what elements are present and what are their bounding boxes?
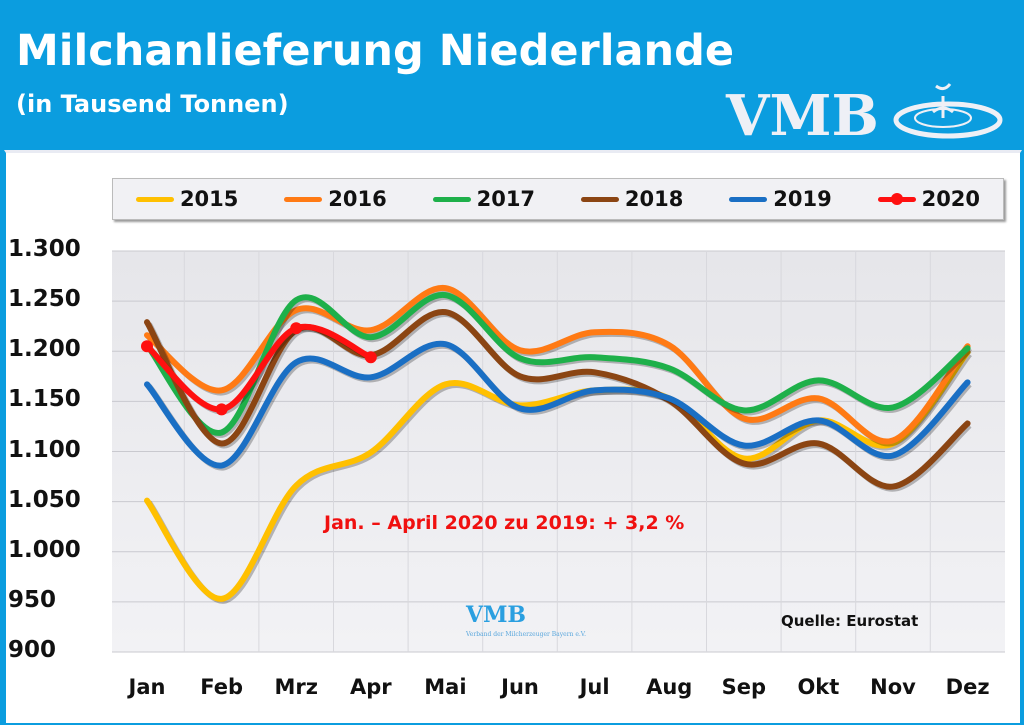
legend-item-2016: 2016 — [284, 187, 387, 211]
x-tick-label: Jun — [501, 675, 539, 699]
legend-label: 2018 — [624, 187, 684, 211]
x-tick-label: Feb — [200, 675, 243, 699]
y-tick-label: 1.150 — [8, 386, 81, 413]
legend-item-2018: 2018 — [580, 187, 684, 211]
series-line-2020 — [144, 323, 374, 413]
legend-label: 2017 — [476, 187, 536, 211]
x-tick-label: Dez — [945, 675, 990, 699]
x-tick-label: Jan — [128, 675, 166, 699]
legend: 2015 2016 2017 2018 2019 2020 — [112, 178, 1004, 220]
legend-item-2015: 2015 — [135, 187, 239, 211]
legend-swatch — [877, 192, 916, 205]
x-tick-label: Sep — [721, 675, 766, 699]
vmb-logo-icon — [893, 83, 1003, 139]
legend-label: 2016 — [328, 187, 387, 211]
watermark-logo: VMB — [466, 602, 527, 628]
legend-swatch — [284, 196, 323, 202]
legend-label: 2020 — [921, 187, 981, 211]
legend-label: 2019 — [773, 187, 832, 211]
data-point-2020 — [215, 403, 228, 416]
x-tick-label: Mai — [424, 675, 467, 699]
data-point-2020 — [141, 340, 153, 353]
source-label: Quelle: Eurostat — [781, 612, 919, 630]
chart-title: Milchanlieferung Niederlande — [16, 26, 735, 76]
x-tick-label: Apr — [349, 675, 392, 699]
x-tick-label: Nov — [870, 675, 916, 699]
legend-label: 2015 — [179, 187, 239, 211]
series-line-2019 — [144, 340, 971, 469]
x-tick-label: Mrz — [274, 675, 318, 699]
legend-item-2019: 2019 — [729, 187, 832, 211]
watermark-org: Verband der Milcherzeuger Bayern e.V. — [466, 631, 586, 638]
data-point-2020 — [364, 351, 377, 364]
x-tick-label: Jul — [579, 675, 610, 699]
y-tick-label: 1.300 — [8, 236, 81, 262]
legend-swatch — [580, 196, 619, 202]
legend-marker-icon — [890, 192, 903, 205]
vmb-logo: VMB — [726, 83, 879, 149]
legend-swatch — [729, 196, 768, 202]
x-tick-label: Aug — [646, 675, 693, 699]
header-banner: Milchanlieferung Niederlande (in Tausend… — [0, 0, 1024, 148]
legend-swatch — [135, 196, 174, 202]
legend-item-2017: 2017 — [432, 187, 536, 211]
x-tick-label: Okt — [797, 675, 840, 699]
y-tick-label: 900 — [8, 637, 57, 663]
y-tick-label: 1.000 — [8, 536, 81, 563]
legend-swatch — [432, 196, 471, 202]
series-line-2017 — [144, 292, 971, 436]
y-tick-label: 1.250 — [8, 286, 81, 313]
y-tick-label: 1.200 — [8, 336, 81, 363]
chart-subtitle: (in Tausend Tonnen) — [16, 90, 289, 118]
y-tick-label: 1.050 — [8, 486, 81, 513]
y-tick-label: 950 — [8, 586, 57, 613]
y-tick-label: 1.100 — [8, 436, 81, 463]
annotation-text: Jan. – April 2020 zu 2019: + 3,2 % — [324, 512, 685, 534]
legend-item-2020: 2020 — [877, 187, 981, 211]
data-point-2020 — [290, 322, 303, 335]
series-line-2018 — [144, 309, 971, 490]
